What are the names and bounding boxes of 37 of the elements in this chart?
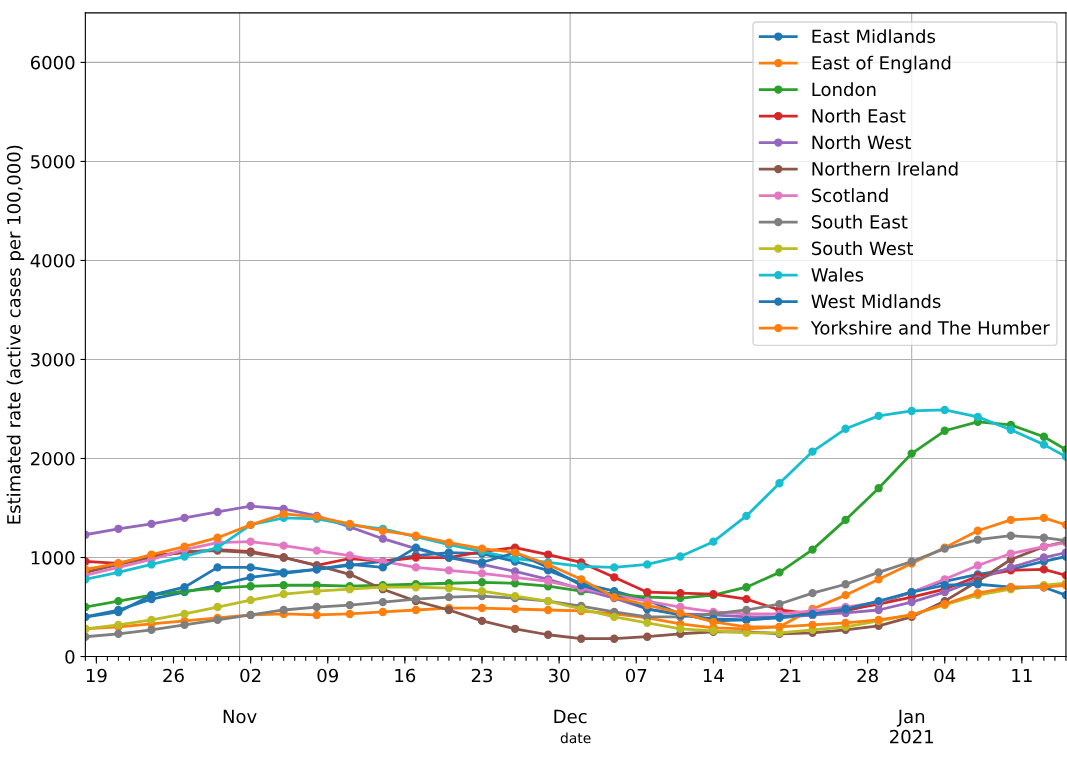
y-tick-label: 3000 [31, 352, 75, 367]
legend-label: South West [811, 241, 913, 256]
x-tick-label: 26 [163, 668, 184, 683]
x-tick-label: 14 [703, 668, 724, 683]
x-tick-label: 30 [549, 668, 570, 683]
legend-label: North West [812, 135, 911, 150]
x-tick-label: 19 [86, 668, 107, 683]
legend-label: London [812, 82, 876, 97]
legend-label: South East [811, 214, 908, 229]
x-axis-title: date [560, 732, 591, 744]
legend-label: Northern Ireland [812, 161, 958, 176]
x-tick-label: 11 [1012, 668, 1032, 683]
y-tick-label: 5000 [31, 154, 75, 169]
legend-label: North East [812, 108, 906, 123]
y-tick-label: 6000 [30, 55, 75, 70]
y-axis-title: Estimated rate (active cases per 100,000) [6, 145, 25, 524]
x-tick-label: 02 [240, 668, 261, 683]
legend-label: Wales [811, 267, 864, 282]
x-tick-label: 16 [395, 668, 416, 683]
legend-label: Scotland [811, 188, 888, 203]
x-tick-label: 28 [857, 668, 878, 683]
legend-label: Yorkshire and The Humber [810, 320, 1050, 335]
legend-label: West Midlands [811, 294, 941, 309]
x-tick-label: 09 [317, 668, 338, 683]
y-tick-label: 0 [65, 649, 75, 664]
x2-tick-label: Jan 2021 [890, 709, 933, 744]
legend-label: East Midlands [812, 29, 936, 44]
x-tick-label: 23 [471, 668, 493, 683]
y-tick-label: 1000 [31, 550, 75, 565]
x-tick-label: 21 [780, 668, 801, 683]
y-tick-label: 4000 [30, 253, 75, 268]
x-tick-label: 04 [934, 668, 956, 683]
y-tick-label: 2000 [31, 451, 75, 466]
x2-tick-label: Dec [554, 709, 587, 724]
x-tick-label: 07 [625, 668, 647, 683]
x2-tick-label: Nov [223, 709, 257, 724]
legend-label: East of England [812, 55, 951, 74]
